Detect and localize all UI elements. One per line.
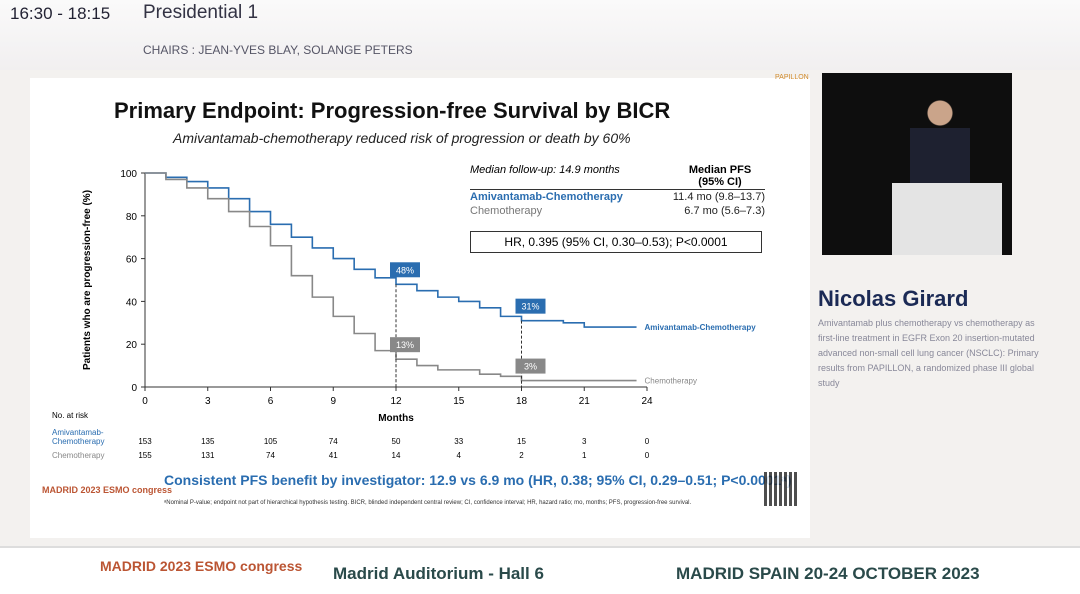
risk-value: 105 (263, 437, 278, 446)
esmo-logo: MADRID 2023 ESMO congress (42, 485, 173, 495)
session-header: 16:30 - 18:15 Presidential 1 CHAIRS : JE… (0, 0, 1080, 70)
annotation-label: 13% (396, 340, 414, 350)
series-label: Amivantamab-Chemotherapy (645, 323, 757, 332)
risk-value: 0 (644, 451, 650, 460)
hazard-ratio-box: HR, 0.395 (95% CI, 0.30–0.53); P<0.0001 (470, 231, 762, 253)
median-table: Median follow-up: 14.9 months Median PFS… (470, 163, 765, 218)
risk-value: 2 (519, 451, 524, 460)
risk-value: 3 (582, 437, 587, 446)
podium (892, 183, 1002, 255)
risk-label: No. at risk (52, 411, 89, 420)
annotation-box (390, 262, 420, 278)
annotation-box (515, 298, 546, 314)
y-tick-label: 80 (126, 212, 138, 223)
median-header: Median PFS (95% CI) (688, 164, 752, 188)
risk-value: 50 (391, 437, 401, 446)
y-tick-label: 100 (120, 169, 137, 180)
annotation-label: 31% (521, 302, 539, 312)
x-tick-label: 3 (205, 396, 211, 407)
x-axis-label: Months (378, 413, 414, 424)
risk-value: 4 (456, 451, 461, 460)
row-name: Chemotherapy (470, 205, 543, 217)
y-tick-label: 60 (126, 255, 138, 266)
qr-code[interactable] (764, 472, 798, 506)
row-value: 6.7 mo (5.6–7.3) (684, 205, 765, 217)
km-curve-amivantamab (145, 172, 637, 328)
esmo-logo: MADRID 2023 ESMO congress (100, 558, 303, 574)
session-time: 16:30 - 18:15 (10, 4, 111, 23)
annotation-label: 3% (524, 362, 537, 372)
hall-name: Madrid Auditorium - Hall 6 (333, 564, 544, 583)
slide: Primary Endpoint: Progression-free Survi… (30, 74, 810, 538)
annotation-box (515, 358, 546, 374)
session-chairs: CHAIRS : JEAN-YVES BLAY, SOLANGE PETERS (143, 43, 413, 57)
risk-value: 155 (138, 451, 152, 460)
slide-subtitle: Amivantamab-chemotherapy reduced risk of… (173, 130, 631, 146)
y-tick-label: 0 (131, 383, 137, 394)
x-tick-label: 15 (453, 396, 465, 407)
series-label: Chemotherapy (645, 377, 697, 386)
risk-value: 41 (328, 451, 338, 460)
papillon-logo: PAPILLON (775, 74, 809, 81)
risk-value: 14 (391, 451, 401, 460)
km-curve-chemotherapy (145, 172, 637, 382)
x-tick-label: 24 (641, 396, 653, 407)
session-title: Presidential 1 (143, 2, 259, 23)
y-tick-label: 20 (126, 340, 138, 351)
speaker-name: Nicolas Girard (818, 286, 969, 311)
risk-value: 15 (517, 437, 526, 446)
x-tick-label: 9 (330, 396, 336, 407)
x-tick-label: 12 (390, 396, 402, 407)
risk-row-name: Chemotherapy (52, 451, 105, 460)
y-tick-label: 40 (126, 297, 138, 308)
speaker-figure (910, 98, 970, 198)
risk-value: 0 (644, 437, 650, 446)
y-axis-label: Patients who are progression-free (%) (82, 190, 93, 370)
risk-value: 135 (201, 437, 215, 446)
risk-value: 74 (266, 451, 275, 460)
row-value: 11.4 mo (9.8–13.7) (672, 191, 765, 203)
consistent-benefit-text: Consistent PFS benefit by investigator: … (164, 472, 792, 488)
risk-row-name: Amivantamab-Chemotherapy (52, 428, 105, 446)
risk-value: 153 (138, 437, 152, 446)
x-tick-label: 6 (268, 396, 274, 407)
speaker-video (822, 73, 1012, 255)
risk-value: 74 (328, 437, 338, 446)
annotation-label: 48% (396, 265, 414, 275)
footnote: ᵃNominal P-value; endpoint not part of h… (164, 500, 692, 506)
x-tick-label: 21 (579, 396, 591, 407)
event-dates: MADRID SPAIN 20-24 OCTOBER 2023 (676, 564, 980, 583)
followup-text: Median follow-up: 14.9 months (470, 164, 620, 176)
slide-title: Primary Endpoint: Progression-free Survi… (114, 98, 671, 123)
risk-value: 131 (201, 451, 215, 460)
annotation-box (390, 337, 420, 353)
km-chart: 0 3 6 9 12 15 18 21 24 0 20 40 60 80 100 Months Patients… (82, 169, 757, 424)
risk-value: 33 (454, 437, 464, 446)
footer-bar: MADRID 2023 ESMO congress Madrid Auditor… (0, 546, 1080, 594)
talk-description: Amivantamab plus chemotherapy vs chemoth… (818, 318, 1039, 388)
row-name: Amivantamab-Chemotherapy (470, 191, 623, 203)
x-tick-label: 18 (516, 396, 528, 407)
risk-value: 1 (582, 451, 587, 460)
x-tick-label: 0 (142, 396, 148, 407)
